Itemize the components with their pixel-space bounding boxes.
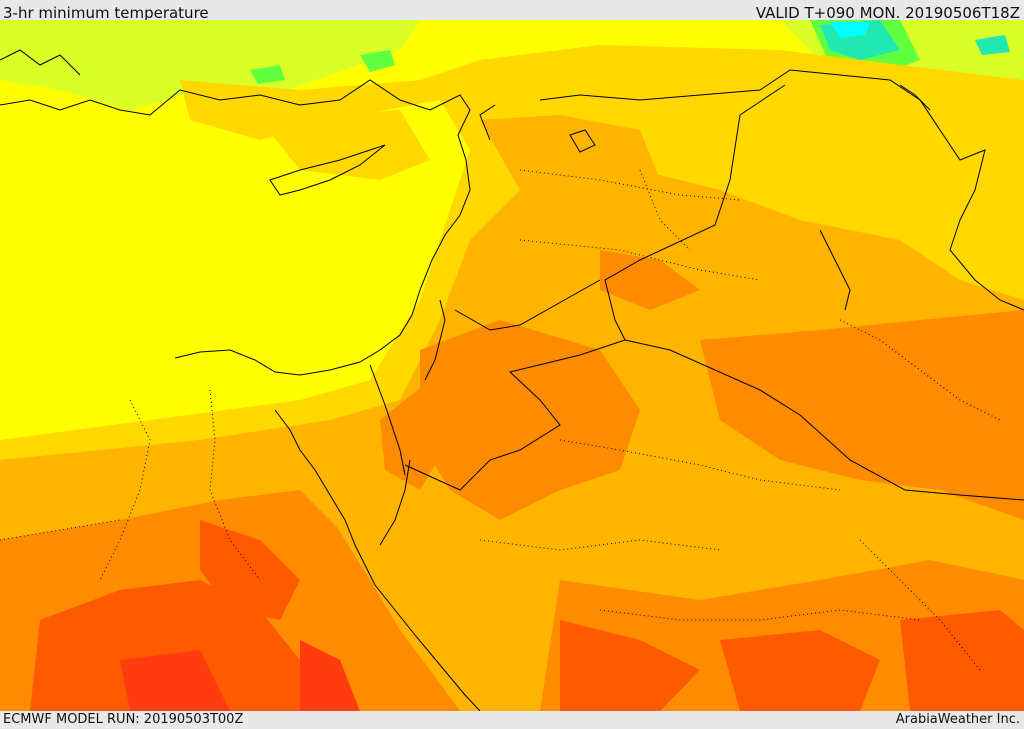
valid-time: VALID T+090 MON. 20190506T18Z — [755, 4, 1020, 22]
footer-bar: ECMWF MODEL RUN: 20190503T00Z ArabiaWeat… — [0, 711, 1024, 729]
country-borders — [369, 84, 1024, 501]
temperature-map — [0, 20, 1024, 711]
coastlines — [0, 49, 1024, 711]
map-title: 3-hr minimum temperature — [3, 4, 209, 22]
model-run: ECMWF MODEL RUN: 20190503T00Z — [3, 712, 244, 727]
header-bar: 3-hr minimum temperature VALID T+090 MON… — [0, 0, 1024, 22]
red-sea-area — [290, 450, 520, 711]
province-borders — [0, 169, 1001, 671]
credit: ArabiaWeather Inc. — [895, 712, 1020, 727]
hot-zone — [30, 520, 1024, 711]
